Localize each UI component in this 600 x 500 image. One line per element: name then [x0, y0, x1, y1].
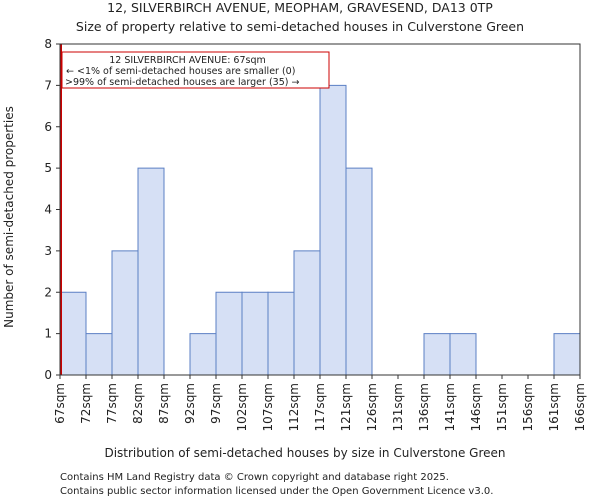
bar-82sqm [137, 167, 165, 376]
bar-77sqm [111, 250, 139, 376]
bar-67sqm [59, 291, 87, 376]
x-tick-label: 97sqm [209, 383, 223, 424]
x-tick-label: 92sqm [183, 383, 197, 424]
x-tick-label: 141sqm [443, 383, 457, 431]
footer-line-1: Contains HM Land Registry data © Crown c… [60, 472, 449, 483]
chart-title-line-2: Size of property relative to semi-detach… [76, 19, 524, 34]
x-tick-label: 161sqm [547, 383, 561, 431]
x-tick-label: 126sqm [365, 383, 379, 431]
x-tick-label: 107sqm [261, 383, 275, 431]
x-tick-label: 121sqm [339, 383, 353, 431]
x-axis-title: Distribution of semi-detached houses by … [104, 446, 505, 460]
x-tick-label: 166sqm [573, 383, 587, 431]
bar-97sqm [215, 291, 243, 376]
bar-121sqm [345, 167, 373, 376]
annotation-border [61, 51, 330, 89]
y-tick-label: 5 [44, 161, 52, 175]
y-axis-title: Number of semi-detached properties [2, 106, 16, 328]
x-tick-label: 156sqm [521, 383, 535, 431]
bar-161sqm [553, 333, 581, 376]
annotation-box: 12 SILVERBIRCH AVENUE: 67sqm ← <1% of se… [61, 51, 330, 89]
x-tick-label: 136sqm [417, 383, 431, 431]
y-tick-label: 4 [44, 203, 52, 217]
x-tick-label: 102sqm [235, 383, 249, 431]
bars [59, 84, 581, 376]
x-tick-label: 72sqm [79, 383, 93, 424]
bar-136sqm [423, 333, 451, 376]
x-tick-label: 67sqm [53, 383, 67, 424]
bar-117sqm [319, 84, 347, 376]
bar-72sqm [85, 333, 113, 376]
x-tick-label: 112sqm [287, 383, 301, 431]
x-tick-label: 131sqm [391, 383, 405, 431]
footer-line-2: Contains public sector information licen… [60, 486, 493, 497]
x-tick-label: 146sqm [469, 383, 483, 431]
annotation-line-1: 12 SILVERBIRCH AVENUE: 67sqm [109, 55, 266, 66]
y-tick-label: 6 [44, 120, 52, 134]
bar-102sqm [241, 291, 269, 376]
annotation-line-2: ← <1% of semi-detached houses are smalle… [66, 66, 295, 77]
annotation-line-3: >99% of semi-detached houses are larger … [65, 77, 299, 88]
x-tick-label: 117sqm [313, 383, 327, 431]
x-tick-label: 87sqm [157, 383, 171, 424]
bar-112sqm [293, 250, 321, 376]
y-tick-label: 1 [44, 327, 52, 341]
chart-title-line-1: 12, SILVERBIRCH AVENUE, MEOPHAM, GRAVESE… [107, 0, 493, 15]
y-tick-label: 8 [44, 37, 52, 51]
plot-frame [59, 43, 581, 376]
bar-141sqm [449, 333, 477, 376]
y-tick-label: 3 [44, 244, 52, 258]
x-tick-label: 77sqm [105, 383, 119, 424]
x-tick-label: 151sqm [495, 383, 509, 431]
x-tick-label: 82sqm [131, 383, 145, 424]
y-axis-ticks: 0 1 2 3 4 5 6 7 8 [44, 37, 60, 382]
y-tick-label: 2 [44, 285, 52, 299]
y-tick-label: 7 [44, 78, 52, 92]
bar-92sqm [189, 333, 217, 376]
y-tick-label: 0 [44, 368, 52, 382]
bar-107sqm [267, 291, 295, 376]
x-axis-ticks: 67sqm 72sqm 77sqm 82sqm 87sqm 92sqm 97sqm 102sq… [53, 375, 587, 431]
